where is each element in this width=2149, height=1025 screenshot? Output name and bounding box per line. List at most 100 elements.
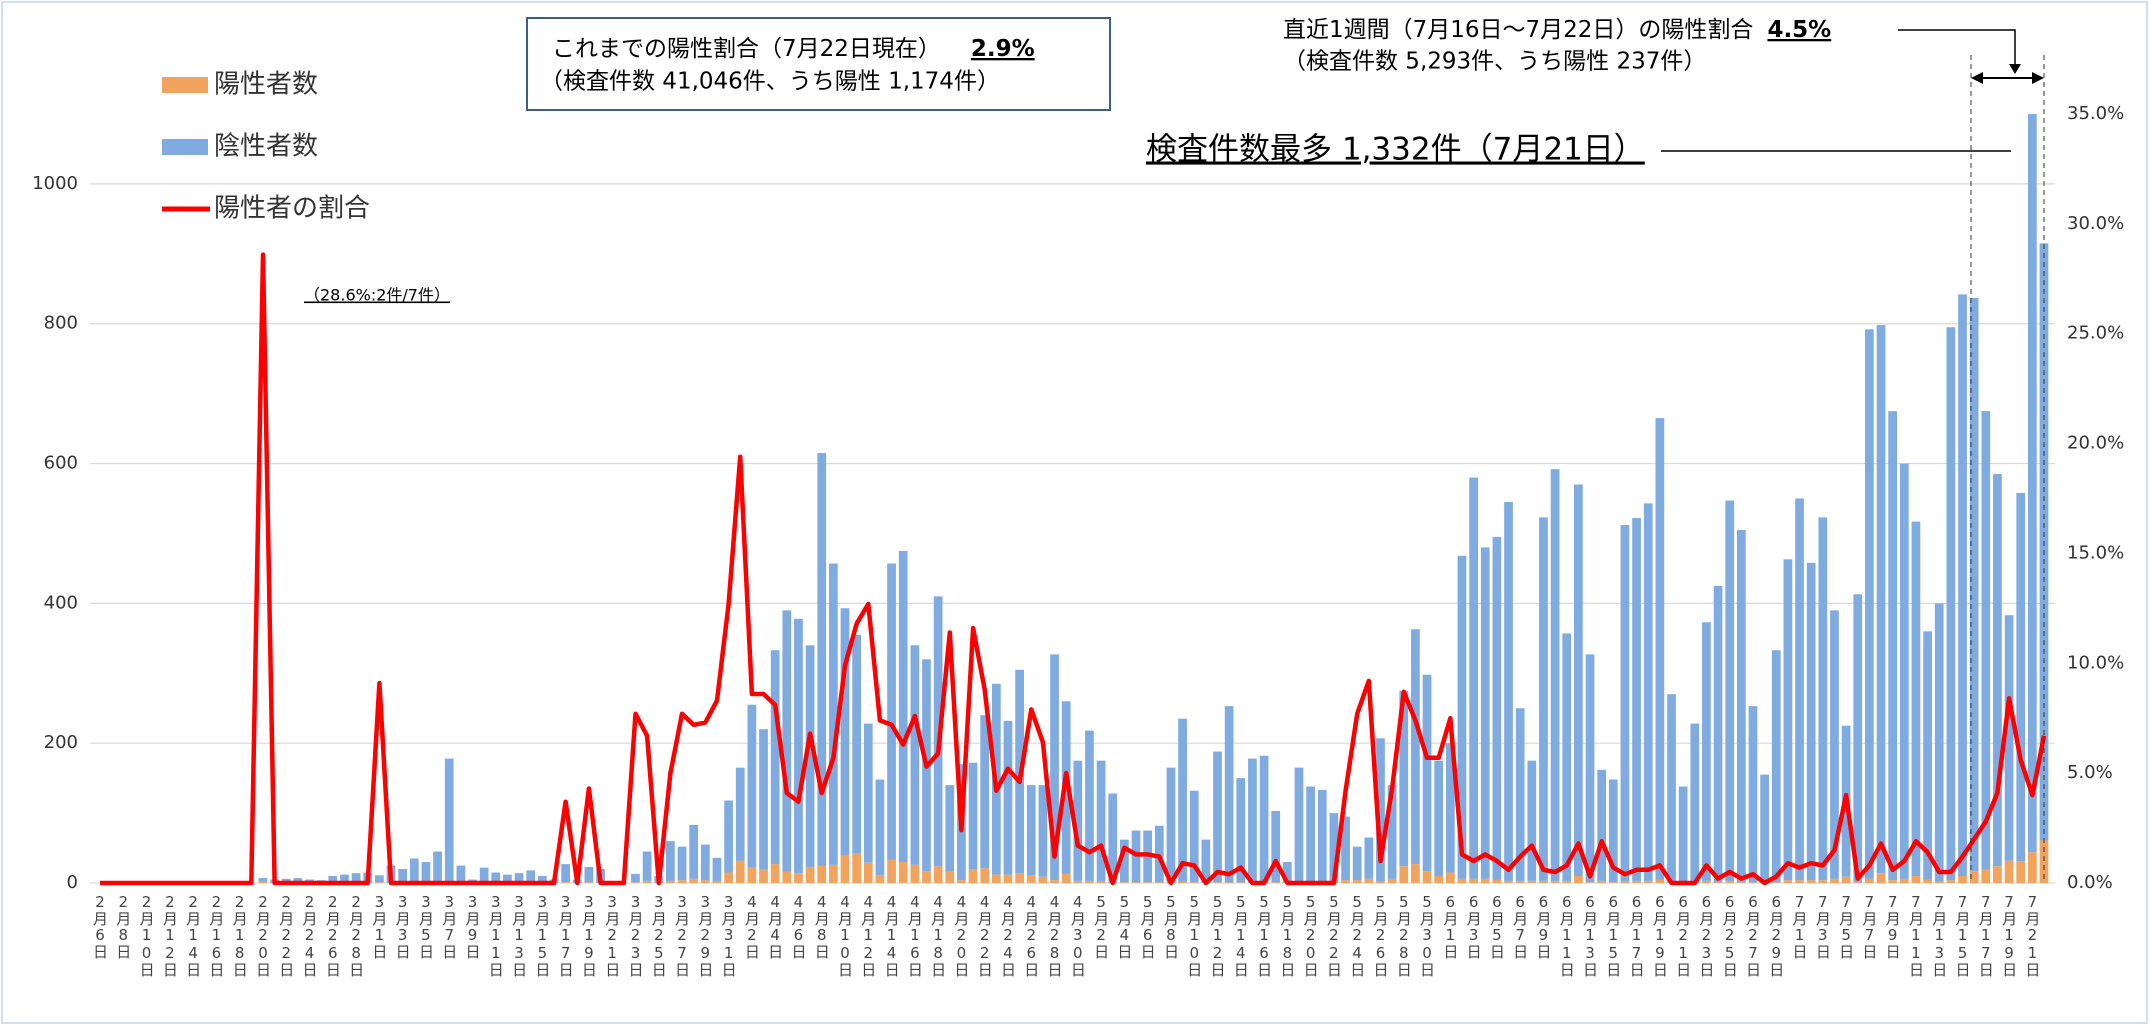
bar-segment — [817, 865, 827, 883]
bar-segment — [631, 873, 640, 883]
bar-segment — [1038, 876, 1048, 883]
summary-title: これまでの陽性割合（7月22日現在） — [552, 36, 941, 62]
x-tick-label: 2月12日 — [161, 893, 179, 977]
bar-segment — [735, 767, 745, 861]
bar-segment — [1643, 503, 1653, 881]
bar-segment — [1876, 325, 1886, 874]
x-tick-label: 6月21日 — [1674, 893, 1692, 977]
bar-segment — [910, 864, 920, 883]
x-tick-label: 5月10日 — [1185, 893, 1203, 977]
bar-segment — [852, 634, 862, 854]
x-tick-label: 4月8日 — [813, 893, 831, 959]
bar-segment — [1003, 874, 1013, 883]
bar-segment — [1015, 873, 1024, 883]
bar-segment — [1888, 411, 1898, 881]
x-tick-label: 4月2日 — [743, 893, 761, 959]
bar-segment — [794, 618, 803, 874]
bar-segment — [293, 878, 303, 883]
bar-segment — [1166, 767, 1176, 883]
bar-segment — [1806, 880, 1816, 883]
bar-segment — [1736, 529, 1746, 883]
x-tick-label: 3月13日 — [510, 893, 528, 977]
bar-segment — [666, 841, 675, 881]
bar-segment — [351, 873, 361, 883]
y2-tick-label: 15.0% — [2067, 542, 2124, 563]
bar-segment — [1632, 880, 1641, 883]
bar-segment — [1050, 880, 1059, 883]
x-tick-label: 6月3日 — [1465, 893, 1483, 959]
x-tick-label: 4月14日 — [883, 893, 901, 977]
x-tick-label: 2月22日 — [277, 893, 295, 977]
bar-segment — [1154, 825, 1164, 883]
bar-segment — [794, 873, 803, 883]
bar-segment — [1434, 876, 1444, 883]
x-tick-label: 6月15日 — [1604, 893, 1622, 977]
x-tick-label: 2月20日 — [254, 893, 272, 977]
x-tick-label: 5月20日 — [1302, 893, 1320, 977]
bar-segment — [631, 882, 640, 883]
bar-segment — [1969, 297, 1979, 872]
bar-segment — [1306, 786, 1315, 883]
week-line1: 直近1週間（7月16日～7月22日）の陽性割合 4.5% — [1283, 17, 1831, 43]
bar-segment — [1958, 876, 1967, 883]
y2-tick-label: 20.0% — [2067, 433, 2124, 454]
bar-segment — [887, 563, 896, 860]
bar-segment — [1539, 880, 1548, 883]
x-tick-label: 5月22日 — [1325, 893, 1343, 977]
bar-segment — [503, 874, 512, 883]
bar-segment — [1911, 876, 1921, 883]
bar-segment — [1376, 881, 1385, 883]
bar-segment — [1643, 880, 1653, 883]
bar-segment — [1725, 500, 1735, 881]
bar-segment — [561, 864, 570, 883]
bar-segment — [770, 864, 780, 883]
bars — [258, 114, 2049, 883]
bar-segment — [1515, 880, 1525, 883]
bar-segment — [1702, 622, 1711, 881]
x-tick-label: 7月17日 — [1977, 893, 1995, 977]
x-tick-label: 6月17日 — [1628, 893, 1646, 977]
x-tick-label: 5月18日 — [1278, 893, 1296, 977]
x-tick-label: 6月5日 — [1488, 893, 1506, 959]
legend-label: 陰性者数 — [214, 132, 318, 162]
max-note: 検査件数最多 1,332件（7月21日） — [1146, 132, 1645, 168]
bar-segment — [759, 869, 768, 883]
x-tick-label: 5月4日 — [1115, 893, 1133, 959]
bar-segment — [1993, 474, 2002, 867]
bar-segment — [1422, 674, 1432, 872]
x-tick-label: 6月9日 — [1534, 893, 1552, 959]
x-tick-label: 3月27日 — [673, 893, 691, 977]
bar-segment — [1236, 778, 1246, 883]
bar-segment — [1248, 758, 1257, 883]
lines — [100, 252, 2047, 886]
bar-segment — [1411, 629, 1420, 865]
bar-segment — [1748, 706, 1758, 883]
bar-segment — [1841, 876, 1851, 883]
bar-segment — [2016, 861, 2026, 883]
bar-segment — [1574, 484, 1583, 877]
bar-segment — [1830, 878, 1839, 883]
bar-segment — [1387, 785, 1397, 879]
bar-segment — [1073, 880, 1083, 883]
bar-segment — [398, 869, 408, 883]
bar-segment — [1387, 878, 1397, 883]
bar-segment — [1457, 555, 1467, 879]
bar-segment — [991, 874, 1001, 883]
x-tick-label: 3月29日 — [696, 893, 714, 977]
week-detail: （検査件数 5,293件、うち陽性 237件） — [1283, 49, 1706, 75]
x-tick-label: 4月4日 — [766, 893, 784, 959]
y2-tick-label: 25.0% — [2067, 323, 2124, 344]
bar-segment — [2027, 852, 2037, 883]
x-tick-label: 2月16日 — [207, 893, 225, 977]
bar-segment — [584, 866, 594, 883]
bar-segment — [957, 880, 966, 883]
bar-segment — [433, 851, 442, 883]
bar-segment — [875, 875, 885, 883]
bar-segment — [375, 882, 384, 883]
bar-segment — [1527, 760, 1537, 881]
bar-segment — [444, 758, 454, 883]
bar-segment — [1574, 876, 1583, 883]
summary-rate: 2.9% — [971, 36, 1035, 62]
bar-segment — [1946, 327, 1956, 881]
x-tick-label: 7月3日 — [1814, 893, 1832, 959]
